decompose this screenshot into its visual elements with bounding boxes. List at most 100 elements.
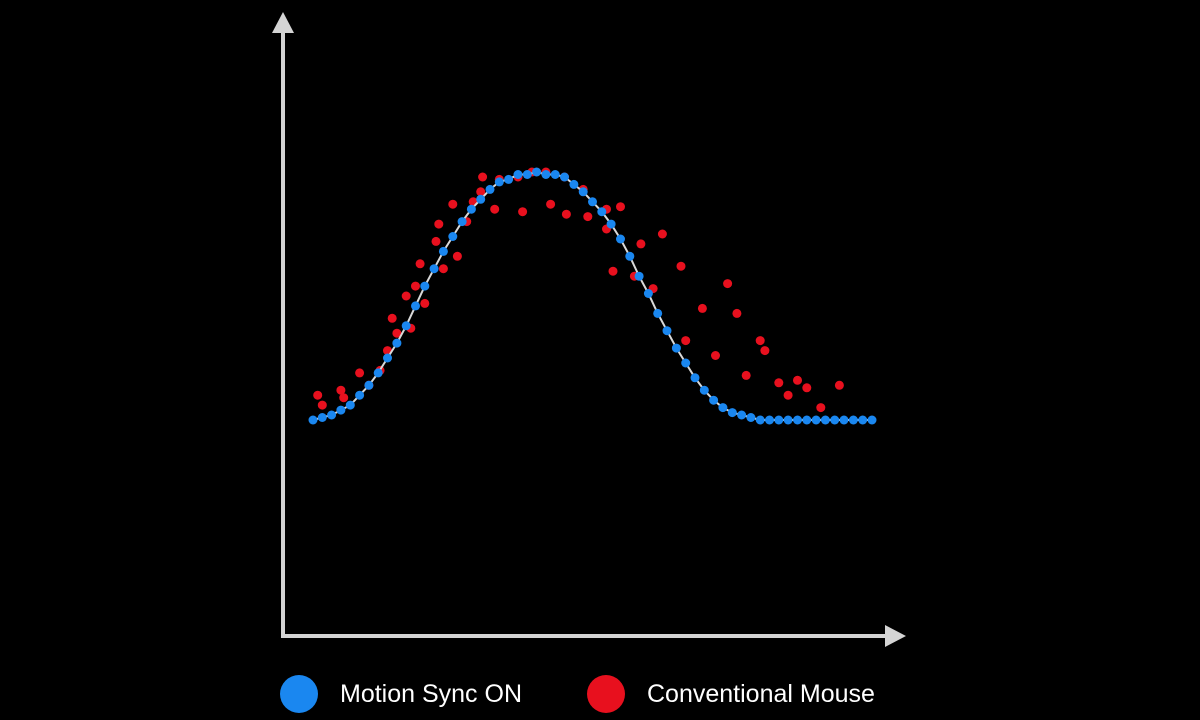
data-point-blue — [392, 338, 402, 348]
data-point-red — [741, 370, 751, 380]
data-point-blue — [327, 410, 337, 420]
data-point-blue — [848, 415, 858, 425]
data-point-blue — [820, 415, 830, 425]
data-point-red — [583, 212, 593, 222]
data-point-blue — [336, 405, 346, 415]
data-point-red — [697, 303, 707, 313]
data-point-red — [723, 279, 733, 289]
data-point-blue — [476, 194, 486, 204]
data-point-blue — [755, 415, 765, 425]
data-point-red — [676, 261, 686, 271]
data-point-red — [438, 264, 448, 274]
series-motion-sync — [308, 167, 877, 425]
data-point-blue — [625, 251, 635, 261]
data-point-red — [816, 403, 826, 413]
data-point-red — [476, 187, 486, 197]
data-point-red — [681, 336, 691, 346]
data-point-red — [802, 383, 812, 393]
data-point-blue — [634, 271, 644, 281]
data-point-blue — [560, 172, 569, 182]
data-point-red — [392, 328, 402, 338]
legend-dot-red — [587, 675, 625, 713]
data-point-blue — [513, 170, 523, 179]
data-point-blue — [718, 403, 728, 413]
data-point-blue — [429, 264, 439, 274]
data-point-blue — [485, 184, 495, 194]
series-conventional-mouse — [313, 167, 844, 413]
data-point-red — [760, 346, 770, 356]
legend-dot-blue — [280, 675, 318, 713]
data-point-blue — [839, 415, 849, 425]
data-point-red — [434, 219, 444, 229]
data-point-blue — [317, 413, 327, 422]
data-point-blue — [653, 308, 663, 318]
data-point-blue — [690, 373, 700, 383]
data-point-red — [478, 172, 488, 182]
data-point-red — [783, 390, 793, 400]
data-point-blue — [802, 415, 812, 425]
data-point-blue — [420, 281, 430, 291]
data-point-red — [339, 393, 349, 403]
data-point-blue — [681, 358, 691, 368]
data-point-blue — [616, 234, 625, 244]
data-point-blue — [830, 415, 840, 425]
data-point-blue — [793, 415, 802, 425]
data-point-red — [732, 308, 742, 318]
data-point-blue — [765, 415, 774, 425]
data-point-red — [415, 259, 425, 269]
data-point-blue — [466, 204, 476, 214]
data-point-blue — [355, 390, 365, 400]
data-point-blue — [411, 301, 420, 311]
data-point-blue — [588, 197, 597, 207]
data-point-red — [546, 199, 556, 209]
data-point-blue — [504, 174, 514, 184]
data-point-blue — [522, 170, 532, 179]
data-point-red — [608, 266, 618, 276]
data-point-blue — [727, 408, 737, 418]
data-point-red — [431, 236, 441, 246]
data-point-red — [636, 239, 646, 249]
data-point-blue — [783, 415, 793, 425]
legend-item-motion-sync: Motion Sync ON — [280, 672, 522, 716]
data-point-red — [711, 351, 720, 360]
data-point-blue — [597, 207, 607, 217]
data-point-blue — [709, 395, 719, 405]
data-point-red — [834, 380, 844, 390]
series-layer — [308, 167, 877, 425]
data-point-red — [420, 298, 430, 308]
data-point-blue — [550, 170, 560, 179]
data-point-blue — [532, 167, 542, 177]
data-point-blue — [737, 410, 747, 420]
data-point-blue — [867, 415, 877, 425]
data-point-blue — [699, 385, 709, 395]
data-point-blue — [494, 177, 504, 187]
fit-line — [312, 170, 872, 421]
data-point-red — [317, 400, 327, 410]
y-axis-arrowhead — [272, 12, 294, 33]
data-point-blue — [774, 415, 784, 425]
legend-label: Motion Sync ON — [340, 679, 523, 708]
data-point-blue — [373, 368, 383, 378]
data-point-blue — [383, 353, 392, 363]
data-point-blue — [578, 187, 588, 197]
data-point-blue — [662, 326, 672, 336]
data-point-blue — [448, 232, 458, 241]
data-point-blue — [811, 415, 821, 425]
data-point-red — [387, 313, 397, 323]
data-point-blue — [643, 289, 653, 298]
data-point-red — [774, 378, 784, 388]
data-point-blue — [345, 400, 355, 410]
data-point-red — [313, 390, 323, 400]
data-point-red — [755, 336, 765, 346]
data-point-blue — [606, 219, 616, 229]
data-point-red — [518, 207, 528, 217]
data-point-blue — [541, 170, 551, 179]
data-point-blue — [308, 415, 318, 425]
data-point-red — [561, 209, 571, 219]
data-point-red — [336, 385, 346, 395]
data-point-blue — [457, 217, 467, 227]
data-point-red — [401, 291, 411, 301]
legend-label: Conventional Mouse — [647, 679, 875, 708]
data-point-red — [490, 204, 500, 214]
